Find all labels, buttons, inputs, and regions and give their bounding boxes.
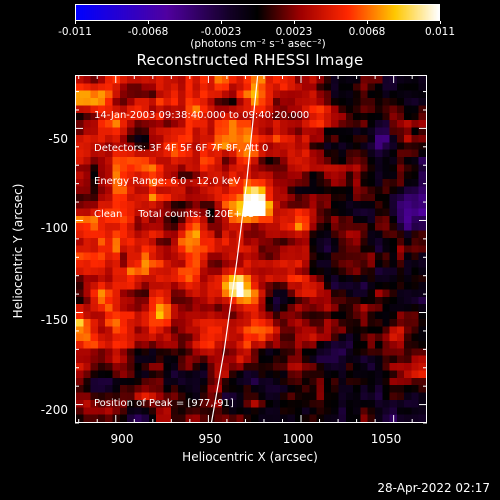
colorbar-tick-mark: [148, 21, 149, 24]
colorbar-tick-label: 0.0023: [275, 26, 313, 38]
colorbar-tick-mark: [75, 21, 76, 24]
colorbar-tick-label: 0.011: [424, 26, 456, 38]
solar-limb-line: [210, 76, 259, 422]
colorbar-tick-label: -0.0068: [127, 26, 169, 38]
y-tick-label: -200: [40, 403, 68, 417]
y-tick-label: -150: [40, 313, 68, 327]
info-detectors: Detectors: 3F 4F 5F 6F 7F 8F, Att 0: [94, 143, 269, 154]
plot-title: Reconstructed RHESSI Image: [136, 51, 364, 69]
colorbar-tick-label: 0.0068: [348, 26, 386, 38]
y-axis-label: Heliocentric Y (arcsec): [11, 183, 25, 319]
render-timestamp: 28-Apr-2022 02:17: [377, 481, 490, 495]
colorbar-tick-mark: [294, 21, 295, 24]
colorbar-units: (photons cm⁻² s⁻¹ asec⁻²): [190, 38, 326, 50]
info-time-range: 14-Jan-2003 09:38:40.000 to 09:40:20.000: [94, 110, 310, 121]
info-energy-range: Energy Range: 6.0 - 12.0 keV: [94, 176, 241, 187]
peak-position-label: Position of Peak = [977,-91]: [94, 398, 234, 409]
observation-info: 14-Jan-2003 09:38:40.000 to 09:40:20.000…: [94, 88, 309, 231]
colorbar-tick-mark: [440, 21, 441, 24]
heatmap-plot: [75, 75, 427, 423]
colorbar-tick-label: -0.011: [58, 26, 92, 38]
colorbar: [75, 4, 440, 21]
y-tick-label: -100: [40, 221, 68, 235]
colorbar-gradient: [76, 5, 439, 20]
heatmap-image: [76, 76, 426, 422]
x-tick-label: 1050: [370, 432, 402, 446]
x-tick-label: 950: [198, 432, 222, 446]
x-axis-label: Heliocentric X (arcsec): [182, 450, 318, 464]
colorbar-tick-label: -0.0023: [200, 26, 242, 38]
colorbar-tick-mark: [367, 21, 368, 24]
y-tick-label: -50: [48, 132, 68, 146]
x-tick-label: 900: [110, 432, 134, 446]
colorbar-tick-mark: [221, 21, 222, 24]
x-tick-label: 1000: [282, 432, 314, 446]
info-total-counts: Clean Total counts: 8.20E+03: [94, 209, 255, 220]
